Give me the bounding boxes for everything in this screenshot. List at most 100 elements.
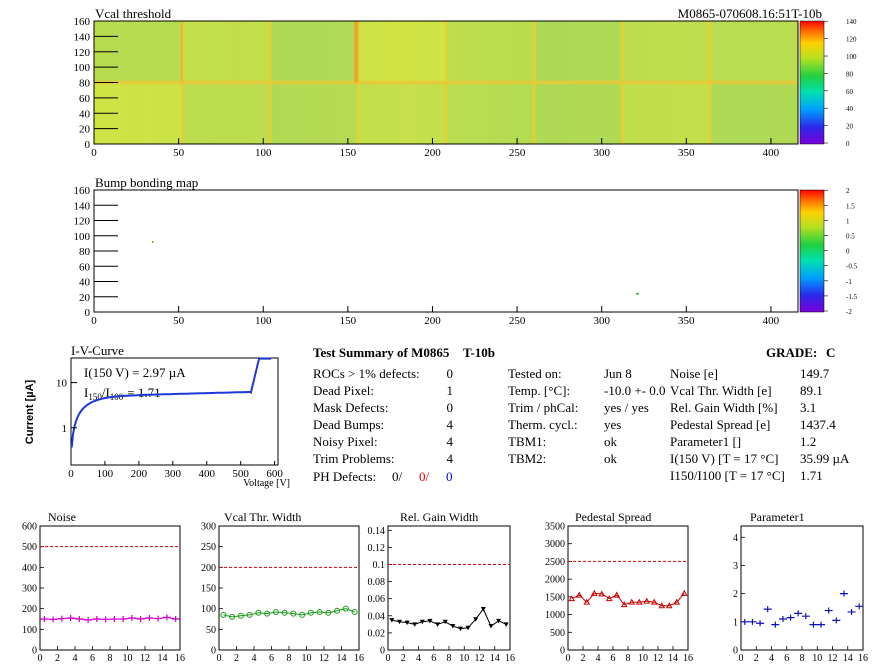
data-point <box>847 608 856 615</box>
vcal-roc-blocks <box>94 21 798 144</box>
hot-column <box>181 21 183 83</box>
data-point <box>255 609 262 616</box>
map-x-tick-label: 400 <box>763 315 780 327</box>
summary-row-label: Trim Problems: <box>313 451 395 466</box>
summary-row-value: Jun 8 <box>604 366 632 381</box>
map-x-tick-label: 150 <box>340 147 357 159</box>
x-tick-label: 16 <box>354 653 364 664</box>
roc-block <box>710 82 798 144</box>
y-tick-label: 250 <box>201 542 216 553</box>
data-point <box>110 616 119 622</box>
map-x-tick-label: 250 <box>509 147 526 159</box>
summary-row-value: 0 <box>447 400 454 415</box>
data-point <box>473 617 479 622</box>
summary-row-label: Parameter1 [] <box>670 434 741 449</box>
x-tick-label: 2 <box>234 653 239 664</box>
summary-row-value: ok <box>604 451 618 466</box>
summary-row-label: Vcal Thr. Width [e] <box>670 383 772 398</box>
y-tick-label: 0.12 <box>368 543 386 554</box>
scale-tick-label: -1 <box>846 278 852 286</box>
y-tick-label: 0.14 <box>368 526 386 537</box>
roc-block <box>358 82 446 144</box>
x-tick-label: 2 <box>55 653 60 664</box>
map-y-tick-label: 20 <box>79 292 91 304</box>
x-tick-label: 14 <box>337 653 347 664</box>
scale-tick-label: 80 <box>846 70 854 78</box>
series-line <box>571 592 685 607</box>
map-y-tick-label: 0 <box>85 307 91 319</box>
data-point <box>620 601 628 608</box>
data-point <box>442 619 448 625</box>
x-tick-label: 16 <box>858 653 868 664</box>
roc-block <box>270 82 358 144</box>
data-point <box>412 622 418 627</box>
map-x-tick-label: 350 <box>678 147 695 159</box>
y-tick-label: 2000 <box>545 575 565 586</box>
series-line <box>223 608 355 618</box>
data-point <box>488 624 494 629</box>
roc-chart-frame <box>567 525 689 651</box>
x-tick-label: 6 <box>784 653 789 664</box>
data-point <box>855 603 864 610</box>
x-tick-label: 14 <box>490 653 500 664</box>
data-point <box>457 626 463 632</box>
iv-x-tick-label: 300 <box>165 468 182 480</box>
bump-color-scale-ticks: -2 -1.5 -1 -0.5 0 0.5 1 1.5 2 <box>824 187 858 316</box>
map-y-tick-label: 160 <box>74 185 91 197</box>
data-point <box>680 589 688 596</box>
map-y-tick-label: 120 <box>74 216 91 228</box>
data-point <box>101 616 110 623</box>
scale-tick-label: 60 <box>846 88 854 96</box>
summary-row-value: 4 <box>447 417 454 432</box>
y-tick-label: 50 <box>206 625 216 636</box>
data-point <box>771 621 780 628</box>
scale-tick-label: 120 <box>846 36 857 44</box>
map-x-tick-label: 50 <box>173 147 185 159</box>
x-tick-label: 12 <box>319 653 329 664</box>
x-tick-label: 0 <box>217 653 222 664</box>
iv-y-tick-label: 10 <box>56 378 68 390</box>
map-x-tick-label: 50 <box>173 315 185 327</box>
data-point <box>480 606 486 612</box>
data-point <box>307 609 314 616</box>
x-tick-label: 6 <box>431 653 436 664</box>
summary-row-label: I150/I100 [T = 17 °C] <box>670 468 785 483</box>
summary-defects-column: ROCs > 1% defects: 0 Dead Pixel: 1 Mask Defe… <box>313 366 454 466</box>
iv-y-axis-label: Current [µA] <box>24 379 36 444</box>
summary-row-label: Pedestal Spread [e] <box>670 417 770 432</box>
scale-tick-label: -2 <box>846 308 852 316</box>
summary-row-value: 4 <box>447 451 454 466</box>
y-tick-label: 150 <box>201 584 216 595</box>
x-tick-label: 10 <box>123 653 133 664</box>
iv-x-tick-label: 400 <box>198 468 215 480</box>
roc-chart-title: Vcal Thr. Width <box>224 510 301 524</box>
map-y-tick-label: 100 <box>74 231 91 243</box>
summary-row-label: Noisy Pixel: <box>313 434 378 449</box>
roc-seam <box>94 80 798 85</box>
roc-block <box>622 82 710 144</box>
summary-row-value: 1437.4 <box>800 417 836 432</box>
data-point <box>673 598 681 605</box>
x-tick-label: 10 <box>638 653 648 664</box>
roc-block <box>710 21 798 83</box>
x-tick-label: 2 <box>754 653 759 664</box>
map-y-tick-label: 60 <box>79 261 91 273</box>
x-tick-label: 4 <box>596 653 601 664</box>
y-tick-label: 0 <box>211 646 216 657</box>
iv-x-tick-label: 500 <box>232 468 249 480</box>
y-tick-label: 300 <box>22 584 37 595</box>
data-point <box>229 613 236 620</box>
scale-tick-label: 40 <box>846 105 854 113</box>
vcal-map-title: Vcal threshold <box>95 6 172 21</box>
vcal-color-scale-ticks: 0 20 40 60 80 100 120 140 <box>824 18 857 148</box>
summary-row-value: yes / yes <box>604 400 649 415</box>
bump-defect-dot <box>152 241 154 243</box>
y-tick-label: 0 <box>380 646 385 657</box>
summary-row-value: 1.71 <box>800 468 823 483</box>
data-point <box>756 620 765 627</box>
y-tick-label: 0 <box>560 646 565 657</box>
map-y-tick-label: 120 <box>74 47 91 59</box>
y-tick-label: 0.04 <box>368 611 386 622</box>
roc-chart: Vcal Thr. Width 0 2 4 6 8 10 12 14 16 0 50 100 150 200… <box>201 510 364 664</box>
